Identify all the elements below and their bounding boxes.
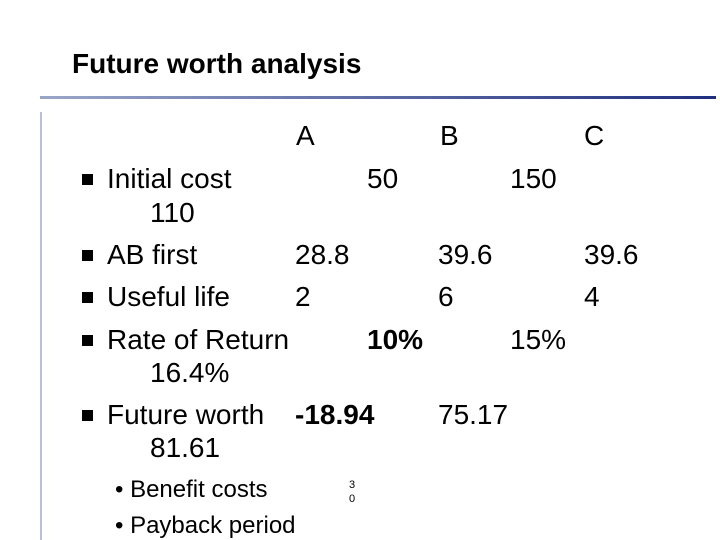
side-rule [40,112,42,540]
cell: 16.4% [150,357,230,388]
cell: 75.17 [438,399,509,430]
page-number: 30 [349,479,356,505]
cell: 2 [295,281,311,312]
row-label: Rate of Return [107,324,290,355]
sub-bullet: • Benefit costs [115,476,268,503]
bullet [82,410,93,421]
cell: 81.61 [150,432,221,463]
cell: -18.94 [295,399,375,430]
bullet [82,335,93,346]
cell: 50 [367,163,399,194]
col-header: A [296,120,315,151]
col-header: B [440,120,459,151]
row-label: AB first [107,239,198,270]
row-label: Future worth [107,399,265,430]
sub-bullet-text: Payback period [130,512,296,539]
cell: 6 [438,281,454,312]
col-header: C [584,120,605,151]
cell: 110 [150,197,195,228]
cell: 150 [510,163,557,194]
cell: 28.8 [295,239,350,270]
title: Future worth analysis [72,48,362,79]
bullet [82,250,93,261]
sub-bullet-text: Benefit costs [130,476,268,503]
cell: 10% [367,324,424,355]
sub-bullet: • Payback period [115,512,296,539]
cell: 39.6 [438,239,493,270]
bullet [82,292,93,303]
cell: 39.6 [584,239,639,270]
title-rule [40,96,716,99]
row-label: Initial cost [107,163,232,194]
bullet [82,174,93,185]
row-label: Useful life [107,281,230,312]
cell: 15% [510,324,567,355]
cell: 4 [584,281,600,312]
